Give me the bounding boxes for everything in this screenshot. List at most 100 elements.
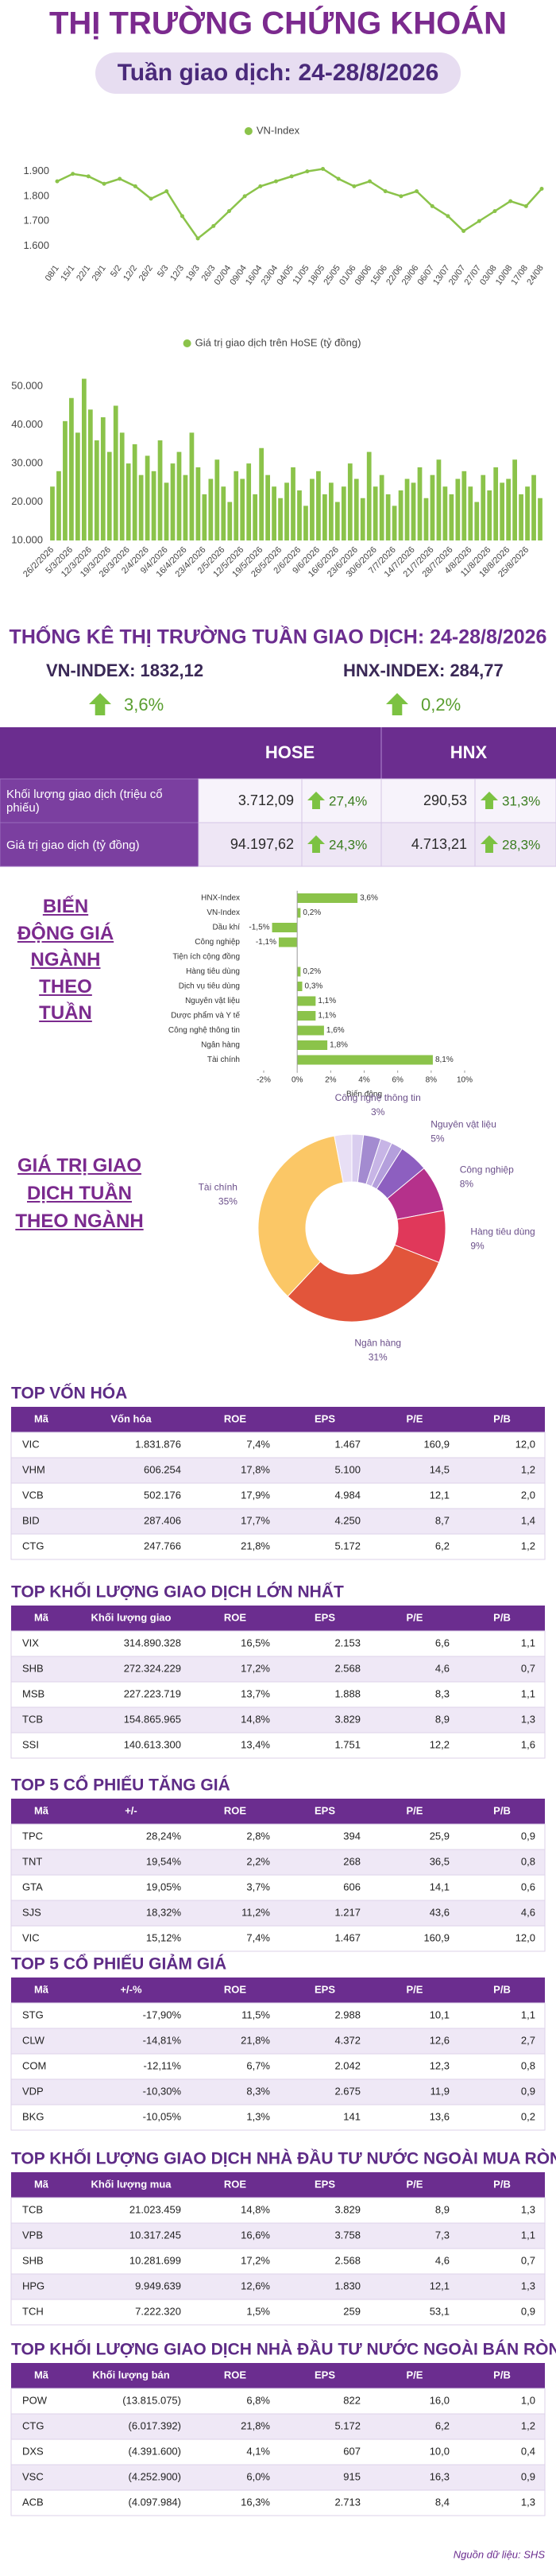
stats-change: 28,3% bbox=[502, 837, 540, 852]
y-tick-label: 1.600 bbox=[23, 239, 49, 251]
point bbox=[539, 187, 544, 191]
stats-row-label: Giá trị giao dịch (tỷ đồng) bbox=[6, 838, 140, 852]
bar bbox=[512, 459, 517, 540]
table-cell: 10,1 bbox=[430, 2009, 450, 2020]
table-cell: 12,0 bbox=[515, 1931, 535, 1943]
bar bbox=[379, 475, 384, 540]
table-title: TOP 5 CỔ PHIẾU TĂNG GIÁ bbox=[11, 1776, 230, 1795]
table-title: TOP KHỐI LƯỢNG GIAO DỊCH NHÀ ĐẦU TƯ NƯỚC… bbox=[11, 2340, 556, 2359]
x-tick-label: 04/05 bbox=[275, 264, 295, 287]
table-cell: CLW bbox=[22, 2034, 45, 2046]
slice-value: 5% bbox=[431, 1133, 445, 1145]
table-header: Mã bbox=[34, 1611, 49, 1623]
table-cell: TCB bbox=[22, 2203, 43, 2215]
table-header: Khối lượng mua bbox=[91, 2178, 172, 2190]
table-cell: 3,7% bbox=[246, 1881, 270, 1892]
table-cell: 16,3 bbox=[430, 2470, 450, 2482]
table-cell: 1,2 bbox=[521, 1463, 535, 1475]
stats-label-cell bbox=[0, 778, 199, 823]
table-row-bg bbox=[10, 2489, 546, 2516]
table-header: ROE bbox=[224, 2178, 247, 2190]
table-row-bg bbox=[10, 2413, 546, 2440]
slice-value: 35% bbox=[218, 1195, 237, 1207]
table-cell: 1,3 bbox=[521, 1713, 535, 1725]
table-cell: 13,4% bbox=[241, 1738, 270, 1750]
table-cell: 13,6 bbox=[430, 2110, 450, 2122]
x-tick-label: 0% bbox=[292, 1075, 303, 1084]
table-cell: 6,2 bbox=[435, 1540, 450, 1551]
table-cell: 1.830 bbox=[334, 2280, 361, 2291]
category-label: Công nghệ thông tin bbox=[168, 1026, 240, 1035]
table-row-bg bbox=[10, 2299, 546, 2326]
category-label: Dược phẩm và Y tế bbox=[171, 1011, 240, 1021]
table-cell: 12,2 bbox=[430, 1738, 450, 1750]
table-cell: 227.223.719 bbox=[124, 1687, 181, 1699]
category-label: VN-Index bbox=[207, 908, 240, 917]
table-cell: 287.406 bbox=[144, 1514, 181, 1526]
bar bbox=[297, 1040, 328, 1050]
table-cell: VDP bbox=[22, 2085, 44, 2097]
table-cell: 10.281.699 bbox=[129, 2254, 181, 2266]
source-note: Nguồn dữ liệu: SHS bbox=[454, 2548, 546, 2560]
table-cell: BKG bbox=[22, 2110, 44, 2122]
table-cell: 7,3 bbox=[435, 2229, 450, 2241]
table-header: Vốn hóa bbox=[110, 1412, 152, 1424]
table-cell: VIX bbox=[22, 1637, 39, 1648]
table-row-bg bbox=[10, 2104, 546, 2131]
table-cell: SHB bbox=[22, 2254, 44, 2266]
table-cell: 0,9 bbox=[521, 2085, 535, 2097]
bar bbox=[69, 397, 74, 540]
bar bbox=[442, 486, 448, 540]
stats-change: 27,4% bbox=[329, 793, 367, 808]
table-cell: 17,2% bbox=[241, 2254, 270, 2266]
table-row-bg bbox=[10, 1482, 546, 1509]
bar bbox=[468, 486, 473, 540]
table-row-bg bbox=[10, 2388, 546, 2415]
y-tick-label: 1.800 bbox=[23, 189, 49, 201]
bar bbox=[81, 378, 87, 540]
table-row-bg bbox=[10, 1457, 546, 1484]
table-cell: 1,1 bbox=[521, 1637, 535, 1648]
table-cell: (6.017.392) bbox=[129, 2419, 182, 2431]
bar bbox=[278, 498, 283, 540]
table-cell: -10,30% bbox=[143, 2085, 182, 2097]
table-cell: 1,0 bbox=[521, 2394, 535, 2406]
table-cell: SJS bbox=[22, 1906, 41, 1918]
table-cell: 6,7% bbox=[246, 2059, 270, 2071]
table-cell: 140.613.300 bbox=[124, 1738, 181, 1750]
table-cell: 13,7% bbox=[241, 1687, 270, 1699]
table-header-bg bbox=[11, 1407, 545, 1432]
bar bbox=[303, 506, 308, 540]
y-tick-label: 30.000 bbox=[11, 457, 43, 469]
table-cell: 606 bbox=[343, 1881, 361, 1892]
bar bbox=[334, 502, 340, 540]
table-row-bg bbox=[10, 1874, 546, 1901]
bar bbox=[138, 475, 144, 540]
bar bbox=[310, 478, 315, 540]
bar bbox=[341, 486, 346, 540]
table-cell: VSC bbox=[22, 2470, 44, 2482]
table-header: P/B bbox=[493, 1983, 511, 1995]
y-tick-label: 50.000 bbox=[11, 380, 43, 392]
table-header: +/- bbox=[125, 1804, 137, 1816]
table-cell: (13.815.075) bbox=[122, 2394, 181, 2406]
x-tick-label: 08/1 bbox=[44, 264, 61, 283]
y-tick-label: 1.900 bbox=[23, 165, 49, 176]
bar bbox=[455, 478, 461, 540]
bar bbox=[284, 482, 289, 540]
table-header: Khối lượng bán bbox=[92, 2369, 169, 2380]
table-row-bg bbox=[10, 1533, 546, 1560]
table-cell: 0,6 bbox=[521, 1881, 535, 1892]
table-title: TOP VỐN HÓA bbox=[11, 1384, 127, 1403]
table-header: P/E bbox=[407, 1611, 423, 1623]
point bbox=[133, 184, 137, 188]
table-cell: 14,1 bbox=[430, 1881, 450, 1892]
table-row-bg bbox=[10, 1823, 546, 1850]
table-cell: 10,0 bbox=[430, 2445, 450, 2457]
point bbox=[430, 203, 434, 208]
bar bbox=[328, 482, 334, 540]
table-cell: 1,3 bbox=[521, 2280, 535, 2291]
table-header: Mã bbox=[34, 2369, 49, 2380]
bar bbox=[531, 475, 536, 540]
table-cell: 36,5 bbox=[430, 1855, 450, 1867]
